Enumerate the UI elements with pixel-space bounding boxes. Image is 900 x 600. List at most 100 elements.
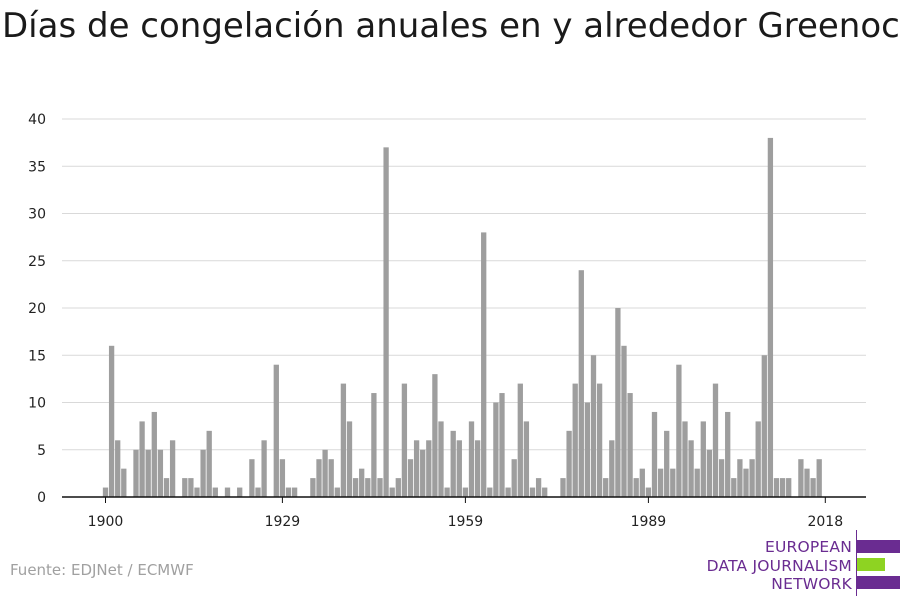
logo-text-european: EUROPEAN	[764, 538, 852, 556]
edjnet-logo[interactable]: EUROPEAN DATA JOURNALISM NETWORK	[700, 530, 900, 596]
bar	[816, 459, 822, 497]
bar	[761, 355, 767, 497]
y-tick-label: 20	[28, 301, 46, 317]
bar	[535, 478, 542, 497]
bar	[383, 147, 389, 497]
bar	[505, 487, 511, 497]
bar	[481, 232, 487, 497]
bar	[645, 487, 652, 497]
bar	[767, 137, 774, 497]
y-tick-label: 35	[28, 159, 46, 175]
bar	[456, 440, 462, 497]
bar	[786, 478, 792, 497]
x-tick-label: 1959	[448, 514, 484, 530]
bar	[700, 421, 706, 497]
bar	[377, 478, 383, 497]
x-tick-label: 1900	[88, 514, 124, 530]
bar	[694, 468, 700, 497]
logo-bar-purple-bottom	[857, 576, 900, 589]
y-tick-label: 5	[37, 443, 46, 459]
bar	[603, 478, 609, 497]
logo-divider	[856, 530, 857, 596]
bar	[432, 374, 438, 497]
bar	[413, 440, 420, 497]
bar	[523, 421, 530, 497]
bar	[621, 345, 627, 497]
logo-bar-green	[857, 558, 885, 571]
bar	[749, 459, 755, 497]
bar	[718, 459, 725, 497]
y-axis-ticks: 0 5 10 15 20 25 30 35 40	[28, 112, 46, 506]
bar	[200, 449, 206, 497]
bar	[151, 411, 157, 497]
y-tick-label: 25	[28, 254, 46, 270]
bar	[609, 440, 615, 497]
bar	[755, 421, 761, 497]
logo-text-network: NETWORK	[771, 575, 852, 593]
bar	[615, 308, 621, 497]
bar	[657, 468, 664, 497]
gridlines	[62, 118, 866, 451]
bar	[596, 383, 603, 497]
bar	[639, 468, 645, 497]
bar	[255, 487, 261, 497]
bar	[346, 421, 353, 497]
bar	[779, 478, 786, 497]
bar	[145, 449, 151, 497]
bar	[291, 487, 298, 497]
x-tick-label: 1989	[631, 514, 667, 530]
bar	[194, 487, 200, 497]
bar	[261, 440, 267, 497]
bar	[316, 459, 322, 497]
bar	[542, 487, 548, 497]
bar	[651, 411, 658, 497]
bar	[182, 478, 188, 497]
y-tick-label: 15	[28, 348, 46, 364]
bar	[468, 421, 475, 497]
bar	[249, 459, 255, 497]
bar	[334, 487, 340, 497]
bar	[212, 487, 218, 497]
bar	[517, 383, 523, 497]
bar	[206, 430, 212, 497]
bar	[237, 487, 243, 497]
x-tick-label: 2018	[807, 514, 843, 530]
bar	[810, 478, 816, 497]
bar	[474, 440, 481, 497]
bar	[352, 478, 359, 497]
bar	[578, 270, 584, 497]
bar	[798, 459, 804, 497]
bar	[285, 487, 292, 497]
bar	[725, 411, 731, 497]
bar	[590, 355, 597, 497]
bar	[584, 402, 591, 497]
bar	[676, 364, 682, 497]
bar	[121, 468, 127, 497]
bar	[359, 468, 365, 497]
bar	[560, 478, 566, 497]
bar	[340, 383, 347, 497]
bar	[712, 383, 719, 497]
bar	[279, 459, 286, 497]
bar	[188, 478, 194, 497]
bar	[389, 487, 395, 497]
bar	[420, 449, 426, 497]
bar	[310, 478, 316, 497]
bar	[743, 468, 749, 497]
bar	[450, 430, 456, 497]
bar	[627, 393, 633, 497]
bar	[322, 449, 328, 497]
logo-text-data-journalism: DATA JOURNALISM	[706, 557, 852, 575]
bar	[407, 459, 414, 497]
bar	[224, 487, 231, 497]
bar	[273, 364, 279, 497]
bar	[566, 430, 572, 497]
bar	[444, 487, 450, 497]
bar	[438, 421, 444, 497]
bar	[115, 440, 121, 497]
bar	[462, 487, 469, 497]
logo-bar-purple-top	[857, 540, 900, 553]
bar	[688, 440, 694, 497]
y-tick-label: 30	[28, 207, 46, 223]
